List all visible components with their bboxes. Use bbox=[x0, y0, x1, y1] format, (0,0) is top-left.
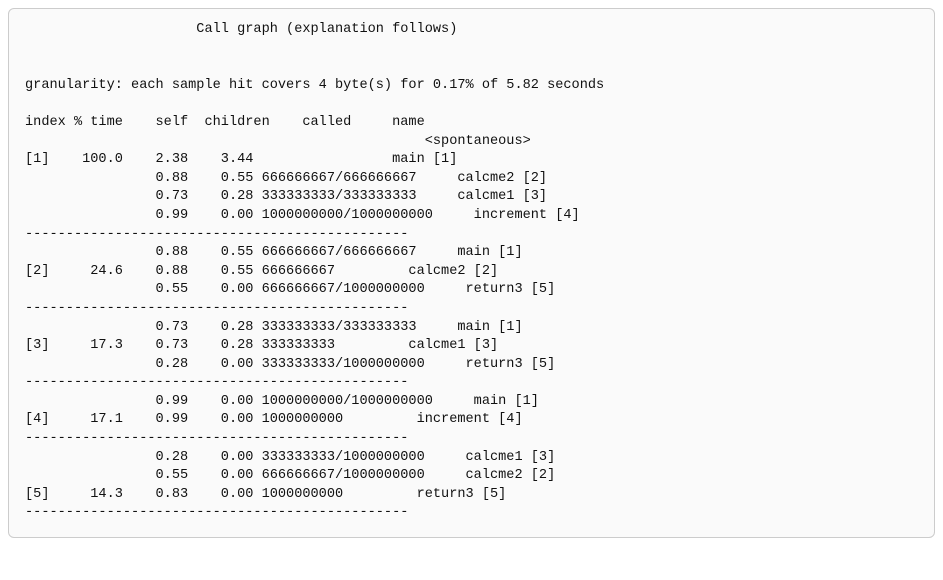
gprof-output-box: Call graph (explanation follows) granula… bbox=[8, 8, 935, 538]
gprof-output-text: Call graph (explanation follows) granula… bbox=[25, 21, 918, 523]
